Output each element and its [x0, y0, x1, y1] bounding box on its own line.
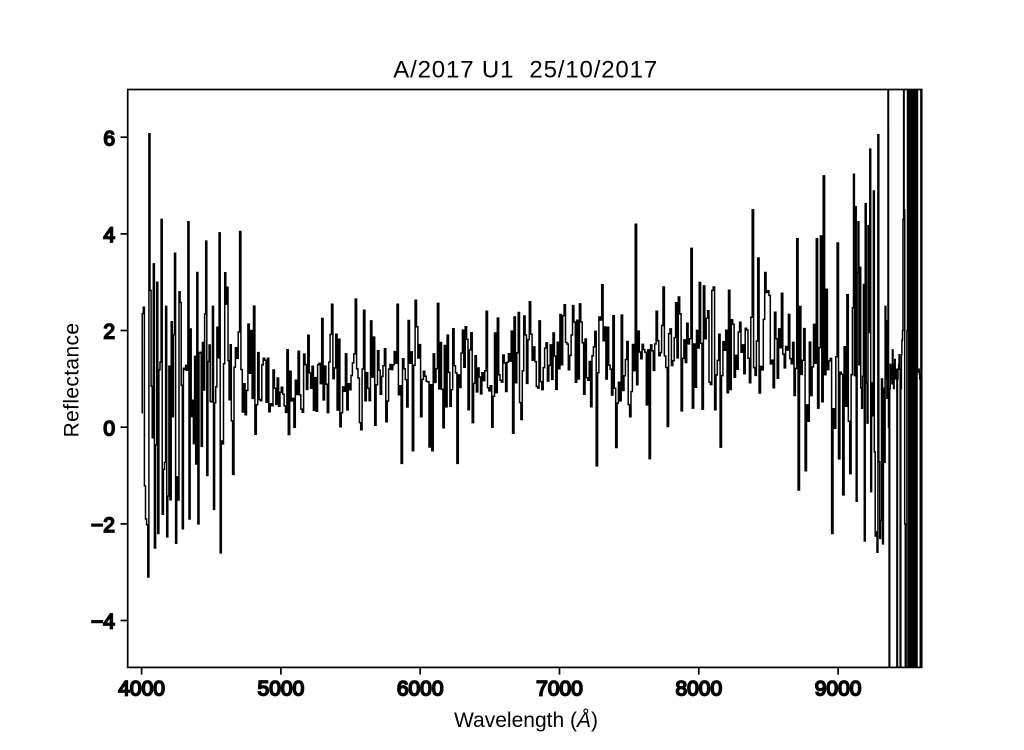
- svg-text:5000: 5000: [258, 678, 305, 701]
- svg-text:9000: 9000: [815, 678, 862, 701]
- svg-text:4000: 4000: [118, 678, 165, 701]
- svg-text:2: 2: [103, 321, 115, 344]
- svg-text:7000: 7000: [536, 678, 583, 701]
- svg-text:6: 6: [103, 127, 115, 150]
- svg-text:4: 4: [103, 224, 115, 247]
- svg-text:8000: 8000: [675, 678, 722, 701]
- svg-text:−4: −4: [91, 611, 115, 634]
- svg-text:6000: 6000: [397, 678, 444, 701]
- svg-text:Reflectance: Reflectance: [60, 323, 83, 438]
- svg-text:A/2017 U1 25/10/2017: A/2017 U1 25/10/2017: [393, 57, 657, 84]
- svg-text:Wavelength (Å): Wavelength (Å): [454, 709, 598, 732]
- svg-text:−2: −2: [91, 514, 115, 537]
- svg-text:0: 0: [103, 417, 115, 440]
